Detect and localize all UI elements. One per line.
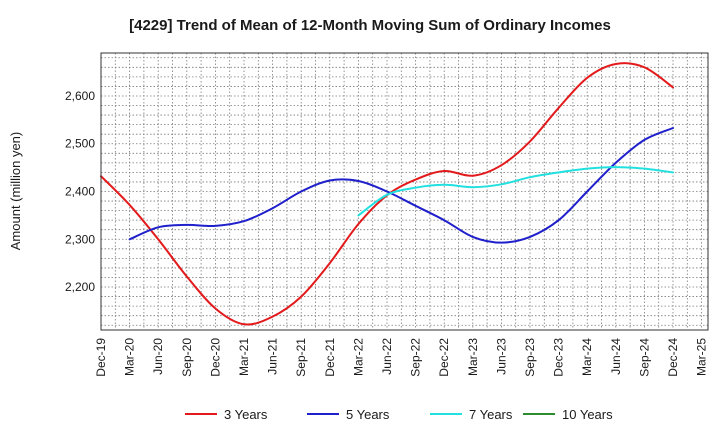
y-axis-label: Amount (million yen) bbox=[8, 132, 23, 251]
x-tick-labels: Dec-19 Mar-20 Jun-20 Sep-20 Dec-20 Mar-21 Jun-… bbox=[94, 338, 709, 377]
plot-area bbox=[101, 53, 708, 330]
y-tick-label: 2,600 bbox=[65, 89, 95, 103]
x-tick-label: Dec-22 bbox=[437, 338, 451, 377]
grid-layer bbox=[101, 53, 708, 330]
series-line-5-years bbox=[128, 127, 674, 244]
x-tick-label: Dec-20 bbox=[208, 338, 222, 377]
x-tick-label: Dec-23 bbox=[552, 338, 566, 377]
x-tick-label: Sep-24 bbox=[637, 338, 651, 377]
x-tick-label: Dec-21 bbox=[323, 338, 337, 377]
x-tick-label: Mar-24 bbox=[580, 338, 594, 376]
x-tick-label: Sep-23 bbox=[523, 338, 537, 377]
x-tick-label: Jun-21 bbox=[266, 338, 280, 375]
x-tick-label: Mar-25 bbox=[695, 338, 709, 376]
series-line-7-years bbox=[357, 166, 674, 217]
x-tick-label: Sep-20 bbox=[180, 338, 194, 377]
legend-label-7-years: 7 Years bbox=[469, 407, 513, 422]
x-tick-label: Sep-21 bbox=[294, 338, 308, 377]
series-layer bbox=[100, 62, 674, 326]
y-tick-labels: 2,200 2,300 2,400 2,500 2,600 bbox=[65, 89, 95, 294]
legend-label-5-years: 5 Years bbox=[346, 407, 390, 422]
legend-label-10-years: 10 Years bbox=[562, 407, 613, 422]
x-tick-label: Mar-21 bbox=[237, 338, 251, 376]
chart-title: [4229] Trend of Mean of 12-Month Moving … bbox=[129, 17, 611, 34]
legend-label-3-years: 3 Years bbox=[224, 407, 268, 422]
x-tick-label: Dec-24 bbox=[666, 338, 680, 377]
x-tick-label: Sep-22 bbox=[409, 338, 423, 377]
x-tick-label: Jun-23 bbox=[494, 338, 508, 375]
y-tick-label: 2,300 bbox=[65, 232, 95, 246]
x-tick-label: Mar-22 bbox=[351, 338, 365, 376]
x-tick-label: Jun-20 bbox=[151, 338, 165, 375]
y-tick-label: 2,500 bbox=[65, 137, 95, 151]
x-tick-label: Jun-24 bbox=[609, 338, 623, 375]
x-tick-label: Dec-19 bbox=[94, 338, 108, 377]
legend: 3 Years 5 Years 7 Years 10 Years bbox=[185, 407, 613, 422]
x-tick-label: Jun-22 bbox=[380, 338, 394, 375]
x-tick-label: Mar-23 bbox=[466, 338, 480, 376]
y-tick-label: 2,400 bbox=[65, 185, 95, 199]
x-tick-label: Mar-20 bbox=[123, 338, 137, 376]
y-tick-label: 2,200 bbox=[65, 280, 95, 294]
plot-frame bbox=[100, 52, 709, 331]
